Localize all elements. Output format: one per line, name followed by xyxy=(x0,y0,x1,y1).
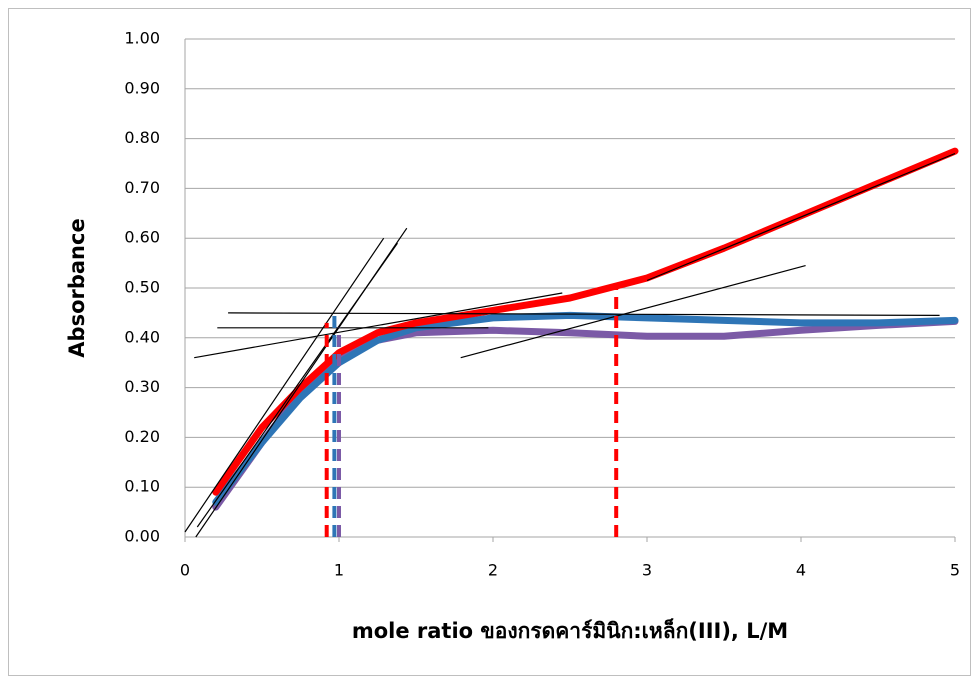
y-tick-label: 0.50 xyxy=(124,278,160,297)
chart-frame xyxy=(8,8,971,676)
y-axis-title: Absorbance xyxy=(65,218,89,357)
tangent-line xyxy=(646,152,956,282)
y-tick-label: 0.70 xyxy=(124,178,160,197)
data-line xyxy=(212,311,959,506)
x-axis-title: mole ratio ของกรดคาร์มินิก:เหล็ก(III), L… xyxy=(352,617,788,643)
y-tick-label: 0.00 xyxy=(124,527,160,546)
tangent-line xyxy=(228,312,940,316)
x-tick-label: 2 xyxy=(488,561,498,580)
y-tick-label: 0.80 xyxy=(124,128,160,147)
data-line xyxy=(212,147,959,496)
y-tick-label: 0.20 xyxy=(124,427,160,446)
x-tick-label: 1 xyxy=(334,561,344,580)
y-tick-label: 0.60 xyxy=(124,228,160,247)
x-tick-label: 0 xyxy=(180,561,190,580)
tangent-line xyxy=(194,292,563,359)
tangent-line xyxy=(184,237,385,533)
tangent-line xyxy=(196,242,398,528)
y-tick-label: 0.30 xyxy=(124,377,160,396)
y-tick-label: 0.90 xyxy=(124,78,160,97)
y-tick-label: 1.00 xyxy=(124,29,160,48)
tangent-line xyxy=(460,265,806,359)
x-tick-label: 5 xyxy=(950,561,960,580)
x-tick-label: 4 xyxy=(796,561,806,580)
x-tick-label: 3 xyxy=(642,561,652,580)
y-tick-label: 0.10 xyxy=(124,477,160,496)
y-tick-label: 0.40 xyxy=(124,327,160,346)
